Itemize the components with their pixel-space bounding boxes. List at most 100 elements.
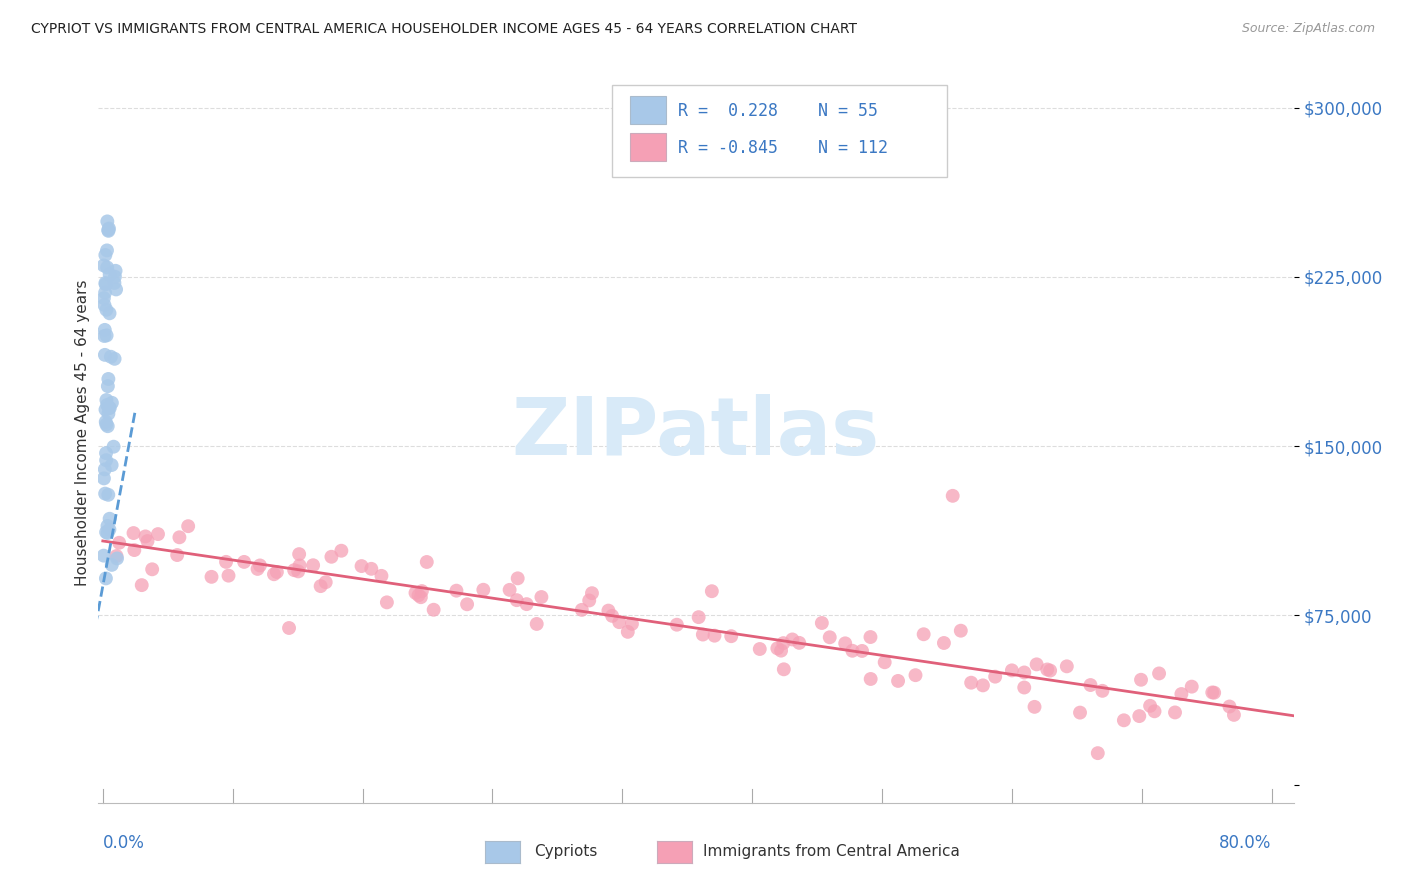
Point <box>93 471 115 485</box>
Point <box>218 568 240 582</box>
Text: R =  0.228    N = 55: R = 0.228 N = 55 <box>678 102 877 120</box>
Point <box>288 547 311 561</box>
Point <box>1012 681 1035 695</box>
Point <box>1039 664 1062 678</box>
Point <box>96 519 118 533</box>
Point <box>134 529 156 543</box>
Point <box>370 569 392 583</box>
Point <box>263 567 285 582</box>
Point <box>98 221 121 235</box>
Point <box>581 586 603 600</box>
Text: R = -0.845    N = 112: R = -0.845 N = 112 <box>678 138 889 157</box>
Point <box>200 570 222 584</box>
Point <box>93 549 115 563</box>
Point <box>104 269 127 284</box>
Point <box>498 582 520 597</box>
Point <box>96 417 118 432</box>
Point <box>887 673 910 688</box>
Point <box>411 584 433 599</box>
Point <box>692 627 714 641</box>
Point <box>94 323 117 337</box>
Point <box>665 617 688 632</box>
Point <box>841 644 863 658</box>
Point <box>782 632 804 647</box>
Point <box>249 558 271 573</box>
Point <box>94 462 117 476</box>
Text: Cypriots: Cypriots <box>534 845 598 859</box>
Point <box>93 259 115 273</box>
Point <box>124 543 146 558</box>
Point <box>94 571 117 585</box>
Point <box>100 350 122 364</box>
Point <box>1181 680 1204 694</box>
Point <box>912 627 935 641</box>
Point <box>960 675 983 690</box>
Point <box>818 630 841 644</box>
Point <box>1218 699 1240 714</box>
Point <box>607 615 630 630</box>
Point <box>571 603 593 617</box>
Point <box>530 590 553 604</box>
Point <box>93 291 115 305</box>
Text: CYPRIOT VS IMMIGRANTS FROM CENTRAL AMERICA HOUSEHOLDER INCOME AGES 45 - 64 YEARS: CYPRIOT VS IMMIGRANTS FROM CENTRAL AMERI… <box>31 22 856 37</box>
Point <box>278 621 301 635</box>
Point <box>315 575 337 590</box>
Point <box>302 558 325 573</box>
Point <box>873 655 896 669</box>
Point <box>96 398 118 412</box>
Point <box>246 562 269 576</box>
Point <box>96 260 118 275</box>
Point <box>859 630 882 644</box>
Point <box>177 519 200 533</box>
Point <box>405 586 427 600</box>
Point <box>360 562 382 576</box>
Point <box>96 214 118 228</box>
Point <box>309 579 332 593</box>
Point <box>1204 686 1226 700</box>
Point <box>330 543 353 558</box>
Point <box>96 302 118 317</box>
Point <box>578 593 600 607</box>
Text: Source: ZipAtlas.com: Source: ZipAtlas.com <box>1241 22 1375 36</box>
Point <box>94 276 117 290</box>
Point <box>94 277 117 292</box>
Point <box>506 593 529 607</box>
Point <box>1080 678 1102 692</box>
Point <box>105 549 128 563</box>
Point <box>1112 714 1135 728</box>
Point <box>108 535 131 549</box>
Point <box>1087 746 1109 760</box>
Point <box>516 597 538 611</box>
Point <box>787 636 810 650</box>
Point <box>321 549 343 564</box>
Point <box>96 392 118 407</box>
Point <box>97 526 120 541</box>
Point <box>104 264 127 278</box>
Point <box>766 641 789 656</box>
Point <box>233 555 256 569</box>
Point <box>1164 706 1187 720</box>
Point <box>859 672 882 686</box>
Point <box>598 604 620 618</box>
Point <box>422 603 444 617</box>
Point <box>904 668 927 682</box>
Point <box>105 282 128 296</box>
Point <box>96 328 118 343</box>
Point <box>409 591 432 605</box>
Point <box>103 440 125 454</box>
Point <box>136 534 159 549</box>
Point <box>772 662 794 676</box>
FancyBboxPatch shape <box>613 85 948 178</box>
Point <box>350 559 373 574</box>
Point <box>169 530 191 544</box>
Point <box>688 610 710 624</box>
Point <box>1001 664 1024 678</box>
Point <box>94 486 117 500</box>
Point <box>834 636 856 650</box>
Point <box>101 558 124 572</box>
Point <box>600 608 623 623</box>
Point <box>1147 666 1170 681</box>
Point <box>103 276 125 290</box>
Point <box>1130 673 1153 687</box>
Point <box>1014 665 1036 680</box>
